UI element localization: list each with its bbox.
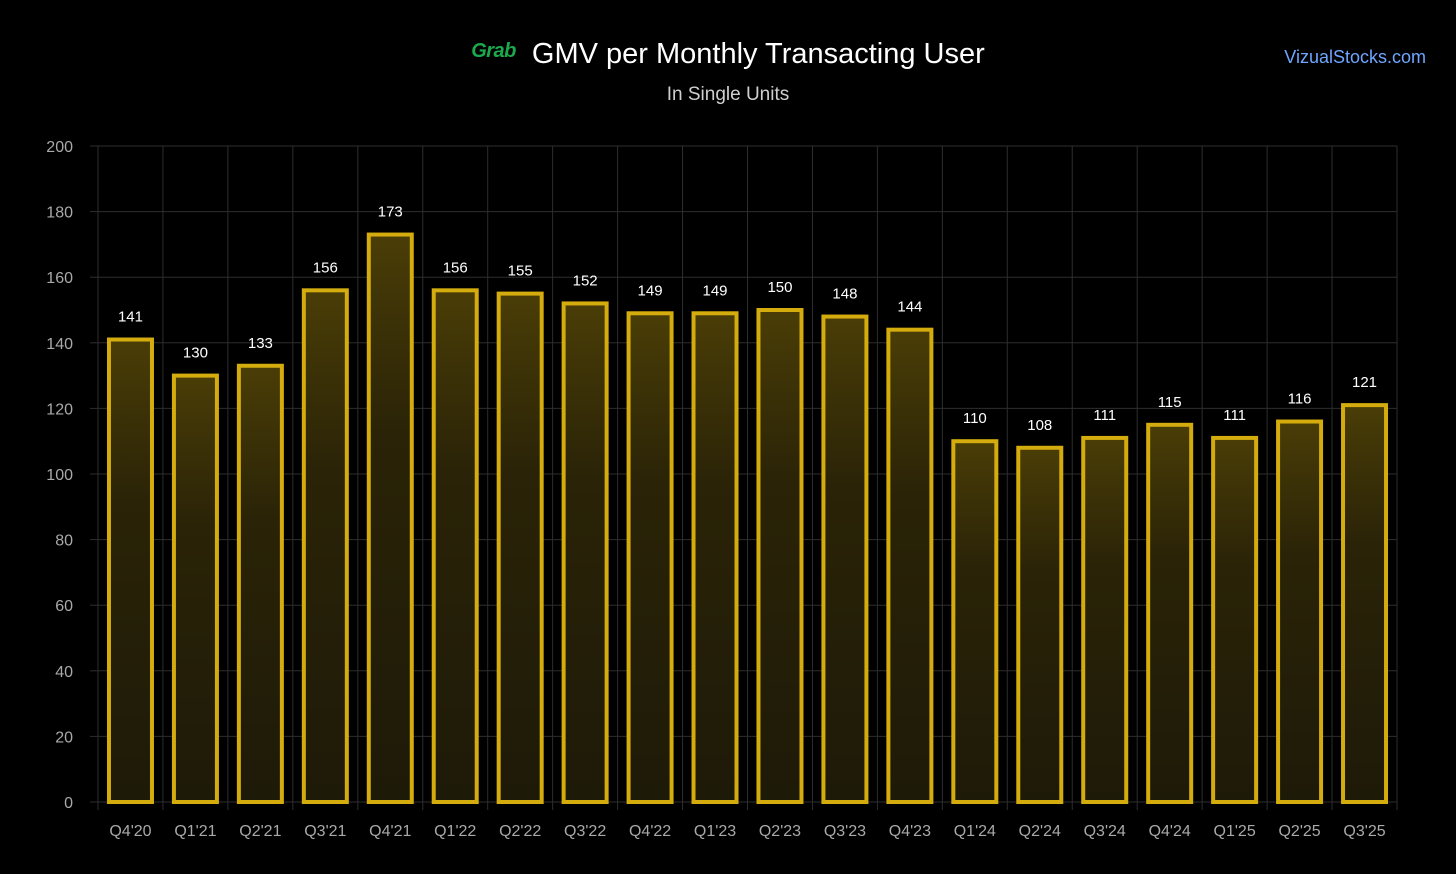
bar-Q2'24 — [1016, 445, 1064, 804]
y-tick-label: 100 — [46, 467, 73, 484]
data-label: 111 — [1223, 407, 1246, 424]
y-tick-label: 120 — [46, 401, 73, 418]
bar-Q1'24 — [951, 439, 999, 804]
title-row: Grab GMV per Monthly Transacting User — [0, 34, 1456, 74]
y-tick-label: 180 — [46, 205, 73, 222]
data-label: 149 — [703, 282, 728, 299]
bar-Q2'21 — [236, 363, 284, 804]
bar-Q4'23 — [886, 327, 934, 804]
data-labels: 141 130 133 156 173 156 155 152 149 149 150 148 144 1… — [118, 204, 1377, 434]
data-label: 156 — [443, 259, 468, 276]
bar-Q1'21 — [171, 373, 219, 804]
bar-Q3'24 — [1081, 435, 1129, 804]
data-label: 108 — [1027, 417, 1052, 434]
watermark-link[interactable]: VizualStocks.com — [1284, 47, 1426, 67]
data-label: 150 — [767, 279, 792, 296]
y-tick-label: 200 — [46, 139, 73, 156]
bar-Q4'20 — [106, 337, 154, 804]
bar-Q1'22 — [431, 288, 479, 804]
data-label: 141 — [118, 309, 143, 326]
data-label: 115 — [1158, 394, 1182, 411]
y-tick-label: 0 — [64, 795, 73, 812]
data-label: 149 — [638, 282, 663, 299]
bar-Q1'23 — [691, 311, 739, 804]
x-tick-label: Q2'22 — [499, 823, 541, 840]
bar-Q3'21 — [301, 288, 349, 804]
data-label: 116 — [1288, 391, 1312, 408]
data-label: 152 — [573, 272, 598, 289]
x-tick-label: Q3'22 — [564, 823, 606, 840]
x-tick-label: Q2'24 — [1019, 823, 1061, 840]
data-label: 155 — [508, 263, 533, 280]
x-tick-label: Q4'20 — [109, 823, 151, 840]
x-tick-label: Q3'23 — [824, 823, 866, 840]
chart-subtitle: In Single Units — [666, 84, 790, 105]
bar-Q4'24 — [1146, 422, 1194, 804]
x-tick-label: Q1'23 — [694, 823, 736, 840]
chart-title: GMV per Monthly Transacting User — [531, 37, 985, 70]
grid — [90, 145, 1398, 810]
x-tick-label: Q4'23 — [889, 823, 931, 840]
y-axis: 0 20 40 60 80 100 120 140 160 180 200 — [46, 139, 73, 812]
data-label: 148 — [832, 286, 857, 303]
y-tick-label: 80 — [55, 533, 73, 550]
bar-Q4'22 — [626, 311, 674, 804]
x-axis: Q4'20 Q1'21 Q2'21 Q3'21 Q4'21 Q1'22 Q2'22 Q3'22… — [109, 823, 1385, 840]
bars — [106, 232, 1389, 804]
bar-Q4'21 — [366, 232, 414, 804]
bar-Q3'23 — [821, 314, 869, 804]
x-tick-label: Q3'25 — [1343, 823, 1385, 840]
y-tick-label: 160 — [46, 270, 73, 287]
x-tick-label: Q2'23 — [759, 823, 801, 840]
x-tick-label: Q1'24 — [954, 823, 996, 840]
x-tick-label: Q2'25 — [1278, 823, 1320, 840]
x-tick-label: Q3'24 — [1084, 823, 1126, 840]
bar-Q2'25 — [1276, 419, 1324, 804]
x-tick-label: Q1'25 — [1214, 823, 1256, 840]
data-label: 156 — [313, 259, 338, 276]
data-label: 121 — [1352, 374, 1377, 391]
x-tick-label: Q3'21 — [304, 823, 346, 840]
bar-Q2'23 — [756, 308, 804, 804]
data-label: 130 — [183, 345, 208, 362]
y-tick-label: 40 — [55, 664, 73, 681]
bar-Q1'25 — [1211, 435, 1259, 804]
data-label: 144 — [897, 299, 922, 316]
data-label: 111 — [1093, 407, 1116, 424]
y-tick-label: 140 — [46, 336, 73, 353]
data-label: 133 — [248, 335, 273, 352]
x-tick-label: Q4'22 — [629, 823, 671, 840]
bar-Q2'22 — [496, 291, 544, 804]
data-label: 110 — [963, 410, 987, 427]
y-tick-label: 20 — [55, 729, 73, 746]
x-tick-label: Q4'21 — [369, 823, 411, 840]
data-label: 173 — [378, 204, 403, 221]
x-tick-label: Q4'24 — [1149, 823, 1191, 840]
x-tick-label: Q1'21 — [174, 823, 216, 840]
bar-Q3'25 — [1341, 403, 1389, 804]
x-tick-label: Q1'22 — [434, 823, 476, 840]
y-tick-label: 60 — [55, 598, 73, 615]
bar-Q3'22 — [561, 301, 609, 804]
grab-logo: Grab — [471, 39, 516, 62]
x-tick-label: Q2'21 — [239, 823, 281, 840]
